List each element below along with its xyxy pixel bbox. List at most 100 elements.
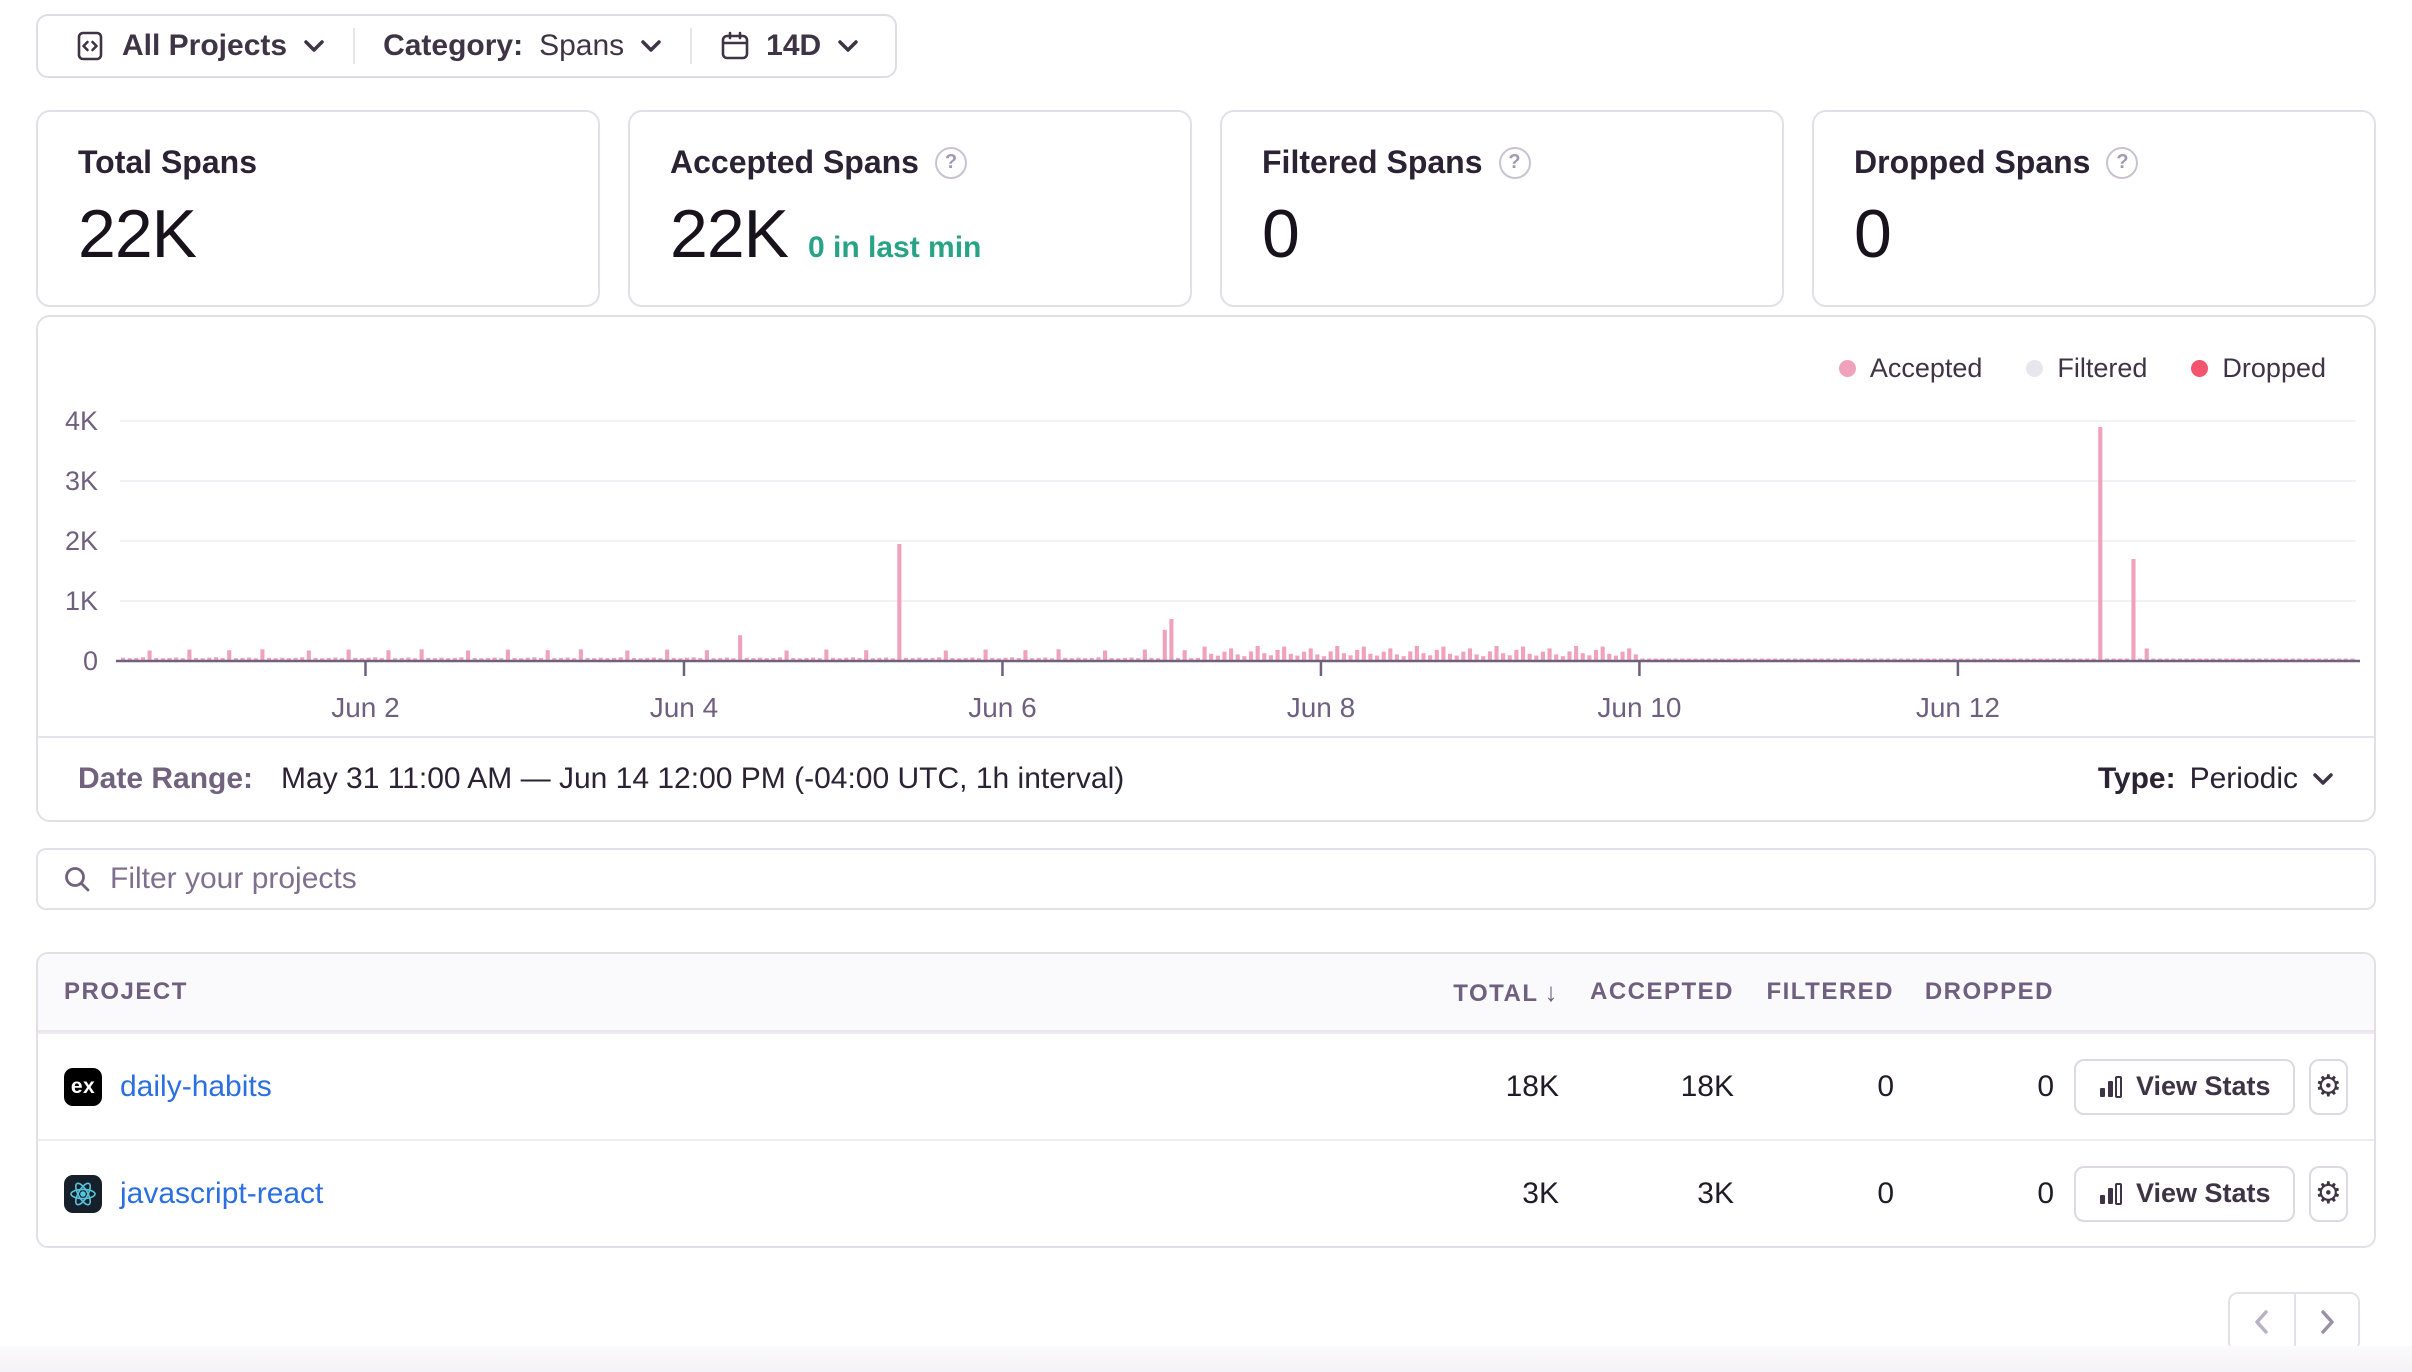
date-range-value: May 31 11:00 AM — Jun 14 12:00 PM (-04:0… <box>281 762 1125 795</box>
chart-bar <box>247 657 252 661</box>
legend-item-dropped[interactable]: Dropped <box>2191 353 2326 384</box>
view-stats-button[interactable]: View Stats <box>2074 1058 2295 1115</box>
legend-label: Accepted <box>1869 353 1983 383</box>
chart-bar <box>525 657 530 661</box>
chart-bar <box>1268 655 1273 661</box>
legend-dot-dropped <box>2191 360 2209 377</box>
chevron-right-icon <box>2321 1310 2334 1334</box>
chevron-left-icon <box>2255 1310 2268 1334</box>
chart-bar <box>399 657 404 661</box>
chart-bar <box>545 650 550 661</box>
view-stats-button[interactable]: View Stats <box>2074 1165 2295 1222</box>
chart-bar <box>1295 655 1300 661</box>
gear-icon: ⚙ <box>2314 1177 2342 1210</box>
category-dropdown[interactable]: Category: Spans <box>355 16 690 76</box>
chart-bar <box>618 657 623 661</box>
chart-bar <box>651 657 656 661</box>
chart-bar <box>446 658 451 661</box>
search-input[interactable] <box>110 862 2350 896</box>
x-axis-tick-label: Jun 12 <box>1916 692 2000 723</box>
chart-bar <box>1149 657 1154 661</box>
column-header-dropped[interactable]: DROPPED <box>1924 978 2054 1005</box>
chart-bar <box>605 658 610 661</box>
chart-bar <box>1514 649 1519 661</box>
chart-bar <box>558 657 564 661</box>
previous-page-button[interactable] <box>2230 1294 2294 1350</box>
date-period-dropdown[interactable]: 14D <box>692 16 887 76</box>
chart-bar <box>1574 646 1579 661</box>
chevron-down-icon <box>2313 773 2333 785</box>
help-icon[interactable]: ? <box>1498 146 1531 179</box>
chart-bar <box>950 658 955 661</box>
legend-dot-accepted <box>1838 360 1856 377</box>
chart-bar <box>180 658 185 661</box>
chart-bar <box>273 658 278 661</box>
react-platform-icon <box>64 1174 102 1213</box>
chart-bar <box>293 657 298 661</box>
chart-bar <box>1222 651 1227 661</box>
column-header-filtered[interactable]: FILTERED <box>1766 978 1894 1005</box>
card-value: 22K <box>670 196 789 272</box>
project-link[interactable]: javascript-react <box>120 1176 324 1210</box>
chart-bar <box>280 657 285 661</box>
chart-bar <box>393 658 398 661</box>
help-icon[interactable]: ? <box>934 146 967 179</box>
chart-bar <box>1421 653 1426 661</box>
project-settings-button[interactable]: ⚙ <box>2308 1058 2348 1115</box>
chart-bar <box>1600 646 1605 661</box>
chart-bar <box>1474 654 1479 661</box>
next-page-button[interactable] <box>2294 1294 2358 1350</box>
chart-bar <box>1029 658 1035 661</box>
chart-bar <box>1613 655 1618 661</box>
project-filter-dropdown[interactable]: All Projects <box>46 16 353 76</box>
legend-dot-filtered <box>2026 360 2044 377</box>
chart-bar <box>1209 653 1214 661</box>
chart-bar <box>1361 646 1366 661</box>
category-value: Spans <box>539 29 625 62</box>
card-title: Total Spans <box>78 144 257 180</box>
type-dropdown[interactable]: Type: Periodic <box>2098 762 2334 796</box>
x-axis-tick-label: Jun 4 <box>650 692 719 723</box>
column-header-total[interactable]: TOTAL ↓ <box>1453 976 1559 1007</box>
chevron-down-icon <box>641 40 661 52</box>
table-header-row: PROJECT TOTAL ↓ ACCEPTED FILTERED DROPPED <box>38 954 2374 1032</box>
legend-label: Dropped <box>2222 353 2326 383</box>
projects-icon <box>77 31 103 61</box>
card-value: 22K <box>78 196 197 272</box>
stat-cards-row: Total Spans 22K Accepted Spans ? 22K 0 i… <box>36 110 2376 307</box>
chart-bar <box>499 658 504 661</box>
chart-bar <box>1063 657 1068 661</box>
card-title: Dropped Spans <box>1854 144 2091 180</box>
chart-bar <box>1428 655 1433 661</box>
chart-bar <box>266 657 272 661</box>
chart-bar <box>426 657 431 661</box>
chart-bar <box>419 649 424 661</box>
projects-table: PROJECT TOTAL ↓ ACCEPTED FILTERED DROPPED… <box>36 952 2376 1248</box>
chart-bar <box>1255 646 1260 661</box>
chart-bar <box>472 658 477 661</box>
card-title: Accepted Spans <box>670 144 919 180</box>
bar-chart-icon <box>2100 1075 2122 1098</box>
chart-bar <box>1142 649 1147 661</box>
chart-bar <box>1607 653 1612 661</box>
filtered-cell: 0 <box>1877 1176 1894 1210</box>
chart-bar <box>286 658 291 661</box>
chart-bar <box>1461 651 1466 661</box>
chart-bar <box>1587 655 1592 661</box>
chart-bar <box>1467 648 1473 661</box>
chart-bar <box>485 657 491 661</box>
legend-item-filtered[interactable]: Filtered <box>2026 353 2147 384</box>
chart-bar <box>658 658 663 661</box>
chart-bar <box>638 658 643 661</box>
help-icon[interactable]: ? <box>2106 146 2139 179</box>
project-settings-button[interactable]: ⚙ <box>2308 1165 2348 1222</box>
legend-item-accepted[interactable]: Accepted <box>1838 353 1983 384</box>
chart-bar <box>1242 656 1247 661</box>
chart-bar <box>1189 658 1194 661</box>
column-header-project[interactable]: PROJECT <box>64 978 188 1005</box>
chart-bar <box>897 544 902 661</box>
project-link[interactable]: daily-habits <box>120 1069 272 1103</box>
chart-bar <box>1116 658 1121 661</box>
column-header-accepted[interactable]: ACCEPTED <box>1589 978 1734 1005</box>
chart-bar <box>127 658 132 661</box>
